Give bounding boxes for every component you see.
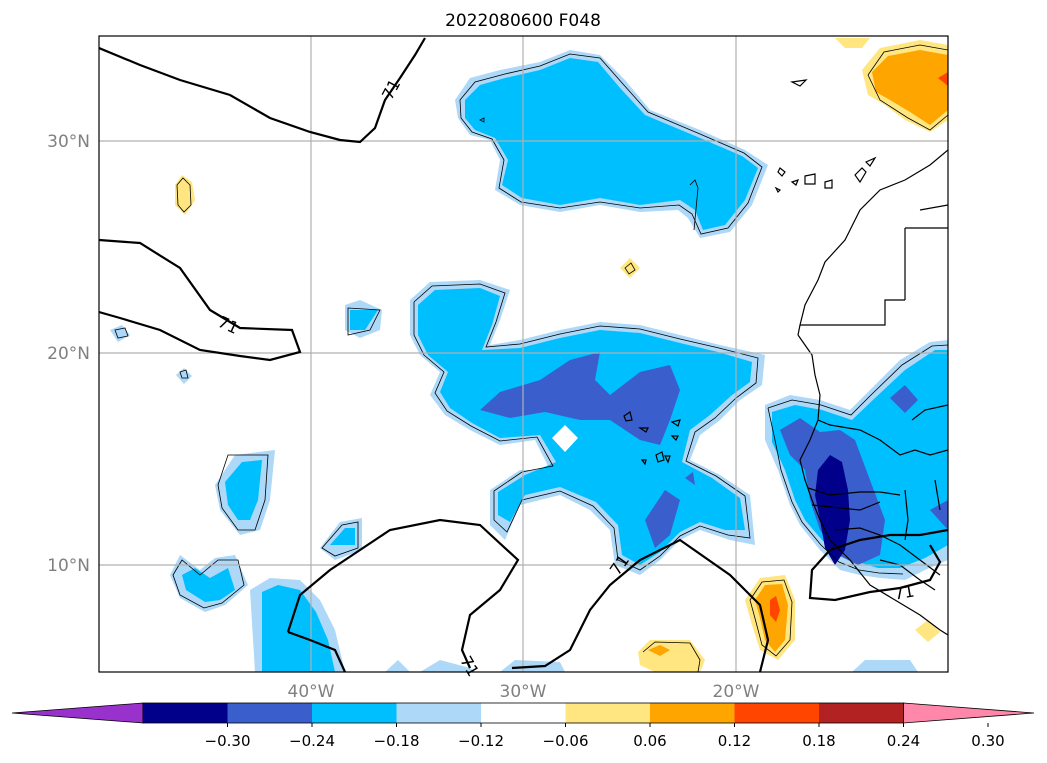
colorbar-tick-label: −0.12 [458, 732, 504, 750]
colorbar-tick-label: 0.06 [633, 732, 666, 750]
map-frame [98, 35, 949, 673]
colorbar-tick-label: −0.06 [543, 732, 589, 750]
colorbar-segment [565, 703, 651, 723]
field-navy [815, 455, 850, 565]
field-royal [890, 385, 918, 413]
colorbar: −0.30 −0.24 −0.18 −0.12 −0.06 0.06 0.12 0.18 0.2… [11, 702, 1035, 750]
colorbar-segment [481, 703, 566, 723]
field-cyan [225, 460, 262, 520]
field-orange [872, 50, 948, 125]
field-cyan [262, 585, 335, 672]
field-lightblue [852, 660, 918, 672]
colorbar-extend-high [903, 702, 1035, 724]
colorbar-tick-label: 0.24 [887, 732, 920, 750]
lon-tick-label: 40°W [288, 682, 335, 702]
lat-tick-label: 20°N [47, 344, 90, 364]
field-yellow [620, 258, 640, 278]
colorbar-segment [819, 703, 904, 723]
field-cyan [350, 310, 378, 330]
lon-tick-label: 30°W [500, 682, 547, 702]
lon-tick-label: 20°W [713, 682, 760, 702]
colorbar-segment [312, 703, 397, 723]
lat-tick-label: 30°N [47, 132, 90, 152]
colorbar-extend-low [11, 702, 144, 724]
field-royal [645, 490, 680, 548]
field-lightblue [110, 325, 130, 342]
field-cyan [330, 528, 355, 545]
field-redorange [770, 596, 780, 622]
field-royal [930, 500, 948, 530]
field-royal [480, 352, 680, 445]
field-redorange [938, 72, 948, 86]
field-lightblue [385, 660, 565, 672]
contour-lines [99, 37, 948, 672]
colorbar-segment [650, 703, 735, 723]
graticule [99, 36, 948, 672]
colorbar-segment [396, 703, 482, 723]
lat-tick-label: 10°N [47, 556, 90, 576]
map-panel: 71 71 71 71 71 [98, 35, 949, 680]
field-royal [685, 472, 695, 485]
colorbar-segment [227, 703, 313, 723]
colorbar-tick-label: −0.18 [374, 732, 420, 750]
colorbar-segment [734, 703, 820, 723]
coastlines [623, 79, 948, 636]
colorbar-frame [142, 702, 904, 724]
field-cyan [465, 58, 758, 230]
field-orange [648, 645, 670, 656]
colorbar-tick-label: 0.18 [802, 732, 835, 750]
field-yellow [915, 620, 940, 642]
colorbar-segment [143, 703, 228, 723]
field-white [552, 425, 578, 452]
field-orange [755, 584, 788, 652]
colorbar-tick-label: 0.12 [718, 732, 751, 750]
shaded-fields [110, 38, 948, 672]
field-cyan [182, 568, 235, 602]
latitude-labels: 30°N 20°N 10°N [47, 132, 90, 576]
field-outlines [114, 44, 948, 672]
field-yellow [835, 38, 870, 48]
colorbar-tick-label: −0.24 [289, 732, 335, 750]
colorbar-tick-label: 0.30 [971, 732, 1004, 750]
longitude-labels: 40°W 30°W 20°W [288, 682, 760, 702]
chart-title: 2022080600 F048 [445, 11, 601, 31]
colorbar-tick-label: −0.30 [205, 732, 251, 750]
contour-label: 71 [892, 581, 915, 603]
